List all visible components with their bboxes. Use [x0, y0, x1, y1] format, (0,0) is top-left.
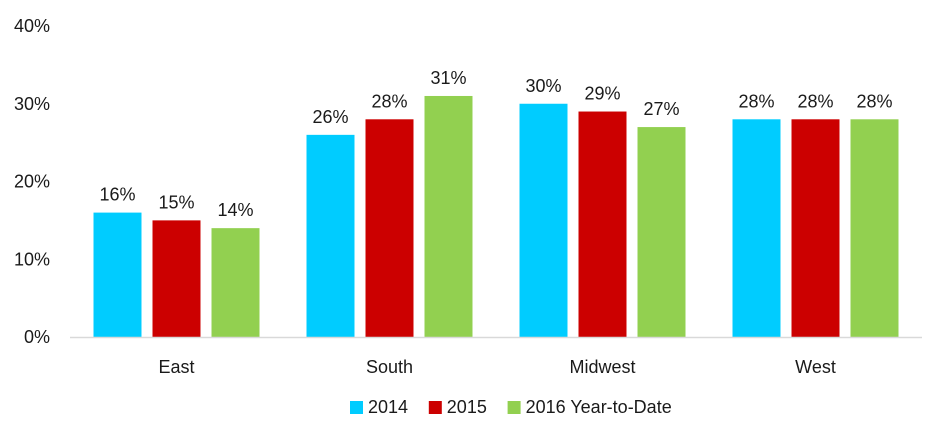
bar-west-2015 — [791, 119, 840, 337]
bar-midwest-2015 — [578, 111, 627, 338]
y-tick-label: 40% — [14, 16, 50, 36]
data-label: 30% — [525, 76, 561, 96]
bar-east-2015 — [152, 220, 201, 337]
bar-south-2014 — [306, 134, 355, 337]
data-label: 16% — [99, 185, 135, 205]
data-label: 28% — [371, 91, 407, 111]
legend-swatch — [507, 401, 521, 414]
y-axis: 0% 10% 20% 30% 40% — [14, 16, 50, 347]
bar-south-2016 — [424, 95, 473, 337]
data-label: 28% — [856, 91, 892, 111]
category-label-east: East — [158, 357, 194, 377]
bar-midwest-2016 — [637, 127, 686, 337]
legend-item: 2016 Year-to-Date — [507, 397, 672, 417]
bar-west-2016 — [850, 119, 899, 337]
data-label: 15% — [158, 192, 194, 212]
data-label: 26% — [312, 107, 348, 127]
category-label-midwest: Midwest — [569, 357, 635, 377]
data-label: 28% — [797, 91, 833, 111]
plot-area: 16% 15% 14% 26% 28% 31% 30% 29% 27% 28% 28% 28% — [93, 68, 899, 338]
x-axis: East South Midwest West — [158, 357, 835, 377]
bar-south-2015 — [365, 119, 414, 337]
data-label: 14% — [217, 200, 253, 220]
y-tick-label: 10% — [14, 249, 50, 269]
data-label: 31% — [430, 68, 466, 88]
data-label: 28% — [738, 91, 774, 111]
category-label-west: West — [795, 357, 836, 377]
bar-midwest-2014 — [519, 103, 568, 337]
legend-label: 2014 — [368, 397, 408, 417]
y-tick-label: 20% — [14, 172, 50, 192]
legend: 2014 2015 2016 Year-to-Date — [350, 397, 672, 417]
legend-item: 2015 — [428, 397, 487, 417]
bar-west-2014 — [732, 119, 781, 337]
legend-swatch — [350, 401, 363, 414]
data-label: 27% — [643, 99, 679, 119]
legend-item: 2014 — [350, 397, 408, 417]
legend-label: 2015 — [447, 397, 487, 417]
bar-east-2016 — [211, 228, 260, 337]
bar-east-2014 — [93, 212, 142, 337]
y-tick-label: 0% — [24, 327, 50, 347]
category-label-south: South — [366, 357, 413, 377]
y-tick-label: 30% — [14, 94, 50, 114]
data-label: 29% — [584, 84, 620, 104]
legend-swatch — [428, 401, 442, 414]
legend-label: 2016 Year-to-Date — [526, 397, 672, 417]
